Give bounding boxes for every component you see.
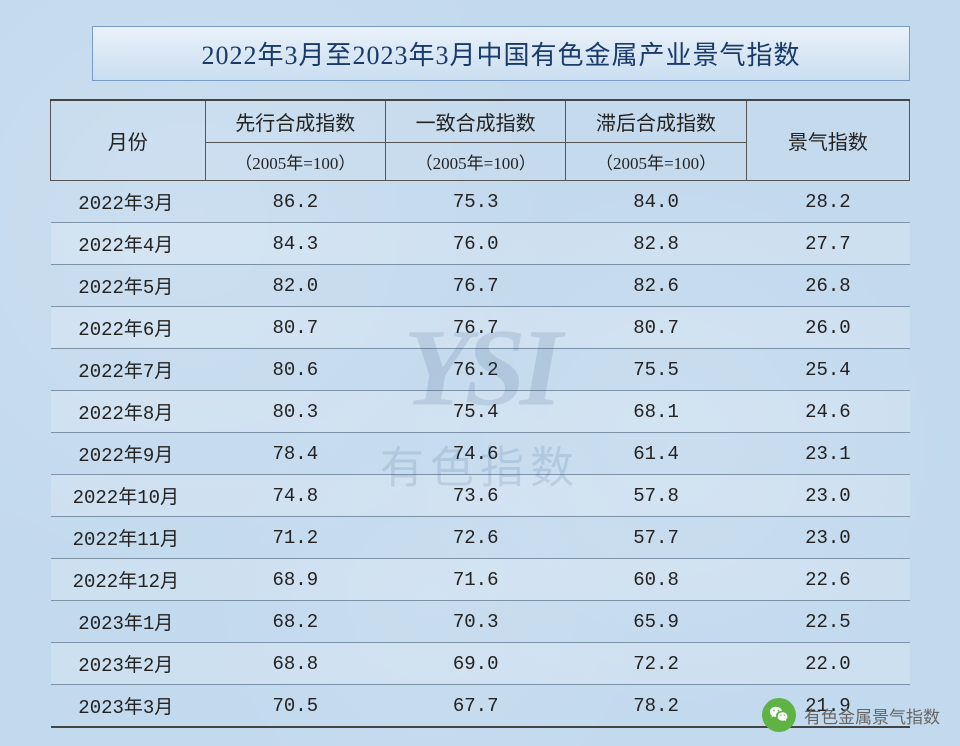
cell-c2: 73.6 — [385, 475, 565, 517]
header-base1: （2005年=100） — [205, 143, 385, 181]
table-row: 2022年11月71.272.657.723.0 — [51, 517, 910, 559]
cell-c3: 72.2 — [566, 643, 746, 685]
cell-c2: 74.6 — [385, 433, 565, 475]
cell-c4: 28.2 — [746, 181, 909, 223]
cell-c4: 25.4 — [746, 349, 909, 391]
cell-c2: 70.3 — [385, 601, 565, 643]
cell-c3: 84.0 — [566, 181, 746, 223]
cell-c2: 72.6 — [385, 517, 565, 559]
table-row: 2023年2月68.869.072.222.0 — [51, 643, 910, 685]
header-col4: 景气指数 — [746, 100, 909, 181]
cell-c2: 76.0 — [385, 223, 565, 265]
cell-c4: 22.5 — [746, 601, 909, 643]
cell-c3: 75.5 — [566, 349, 746, 391]
cell-c1: 71.2 — [205, 517, 385, 559]
cell-c3: 57.8 — [566, 475, 746, 517]
cell-c1: 86.2 — [205, 181, 385, 223]
header-base2: （2005年=100） — [385, 143, 565, 181]
header-col2: 一致合成指数 — [385, 100, 565, 143]
cell-month: 2022年3月 — [51, 181, 206, 223]
cell-month: 2023年3月 — [51, 685, 206, 728]
table-row: 2022年8月80.375.468.124.6 — [51, 391, 910, 433]
cell-c4: 22.6 — [746, 559, 909, 601]
cell-c2: 67.7 — [385, 685, 565, 728]
footer-brand: 有色金属景气指数 — [762, 698, 940, 732]
data-table: 月份 先行合成指数 一致合成指数 滞后合成指数 景气指数 （2005年=100）… — [50, 99, 910, 728]
cell-c1: 74.8 — [205, 475, 385, 517]
cell-c1: 68.2 — [205, 601, 385, 643]
cell-month: 2022年11月 — [51, 517, 206, 559]
table-row: 2022年4月84.376.082.827.7 — [51, 223, 910, 265]
title-bar: 2022年3月至2023年3月中国有色金属产业景气指数 — [92, 26, 910, 81]
cell-c1: 80.3 — [205, 391, 385, 433]
table-row: 2022年12月68.971.660.822.6 — [51, 559, 910, 601]
table-row: 2022年3月86.275.384.028.2 — [51, 181, 910, 223]
cell-month: 2022年12月 — [51, 559, 206, 601]
page-title: 2022年3月至2023年3月中国有色金属产业景气指数 — [201, 41, 800, 70]
cell-month: 2023年1月 — [51, 601, 206, 643]
footer-brand-text: 有色金属景气指数 — [804, 703, 940, 728]
cell-month: 2022年6月 — [51, 307, 206, 349]
cell-c4: 23.0 — [746, 517, 909, 559]
cell-c2: 76.7 — [385, 265, 565, 307]
cell-c1: 78.4 — [205, 433, 385, 475]
table-row: 2023年1月68.270.365.922.5 — [51, 601, 910, 643]
header-col3: 滞后合成指数 — [566, 100, 746, 143]
cell-c2: 75.3 — [385, 181, 565, 223]
wechat-icon — [762, 698, 796, 732]
cell-c3: 68.1 — [566, 391, 746, 433]
cell-c3: 61.4 — [566, 433, 746, 475]
cell-month: 2022年7月 — [51, 349, 206, 391]
cell-c3: 80.7 — [566, 307, 746, 349]
cell-c3: 82.8 — [566, 223, 746, 265]
table-header: 月份 先行合成指数 一致合成指数 滞后合成指数 景气指数 （2005年=100）… — [51, 100, 910, 181]
cell-c2: 69.0 — [385, 643, 565, 685]
header-month: 月份 — [51, 100, 206, 181]
cell-c4: 23.0 — [746, 475, 909, 517]
cell-month: 2022年10月 — [51, 475, 206, 517]
header-base3: （2005年=100） — [566, 143, 746, 181]
cell-c4: 22.0 — [746, 643, 909, 685]
cell-c3: 82.6 — [566, 265, 746, 307]
cell-c4: 24.6 — [746, 391, 909, 433]
cell-c2: 71.6 — [385, 559, 565, 601]
table-row: 2022年10月74.873.657.823.0 — [51, 475, 910, 517]
cell-month: 2022年4月 — [51, 223, 206, 265]
cell-c1: 80.7 — [205, 307, 385, 349]
cell-c4: 26.8 — [746, 265, 909, 307]
cell-c1: 80.6 — [205, 349, 385, 391]
table-row: 2022年5月82.076.782.626.8 — [51, 265, 910, 307]
table-row: 2022年9月78.474.661.423.1 — [51, 433, 910, 475]
cell-month: 2022年8月 — [51, 391, 206, 433]
cell-month: 2022年9月 — [51, 433, 206, 475]
cell-c3: 78.2 — [566, 685, 746, 728]
cell-c2: 75.4 — [385, 391, 565, 433]
table-row: 2022年7月80.676.275.525.4 — [51, 349, 910, 391]
cell-c1: 68.9 — [205, 559, 385, 601]
cell-month: 2022年5月 — [51, 265, 206, 307]
table-body: 2022年3月86.275.384.028.22022年4月84.376.082… — [51, 181, 910, 728]
cell-c4: 26.0 — [746, 307, 909, 349]
cell-c2: 76.7 — [385, 307, 565, 349]
cell-c3: 60.8 — [566, 559, 746, 601]
cell-month: 2023年2月 — [51, 643, 206, 685]
cell-c3: 57.7 — [566, 517, 746, 559]
cell-c4: 27.7 — [746, 223, 909, 265]
cell-c4: 23.1 — [746, 433, 909, 475]
cell-c2: 76.2 — [385, 349, 565, 391]
cell-c1: 70.5 — [205, 685, 385, 728]
cell-c3: 65.9 — [566, 601, 746, 643]
table-row: 2022年6月80.776.780.726.0 — [51, 307, 910, 349]
header-col1: 先行合成指数 — [205, 100, 385, 143]
data-table-wrap: 月份 先行合成指数 一致合成指数 滞后合成指数 景气指数 （2005年=100）… — [50, 99, 910, 728]
cell-c1: 68.8 — [205, 643, 385, 685]
cell-c1: 84.3 — [205, 223, 385, 265]
cell-c1: 82.0 — [205, 265, 385, 307]
